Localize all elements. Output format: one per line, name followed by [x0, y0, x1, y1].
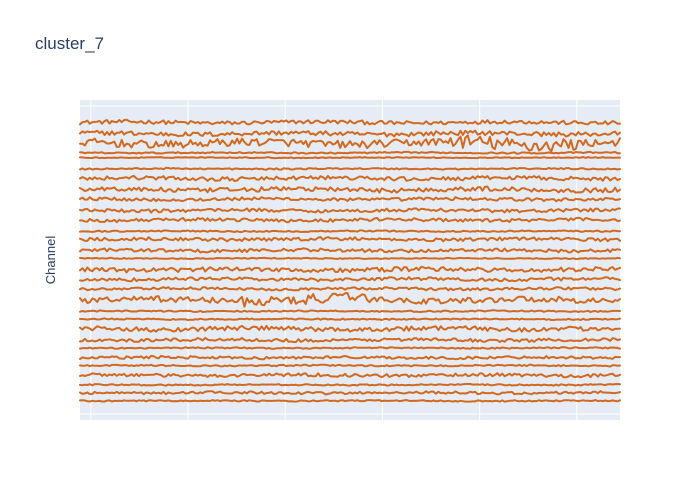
- channel-trace: [80, 318, 620, 320]
- channel-trace: [80, 230, 620, 232]
- channel-trace: [80, 258, 620, 259]
- y-axis-label: Channel: [43, 236, 58, 285]
- channel-trace: [80, 157, 620, 158]
- chart-title: cluster_7: [35, 34, 104, 53]
- channel-trace: [80, 168, 620, 170]
